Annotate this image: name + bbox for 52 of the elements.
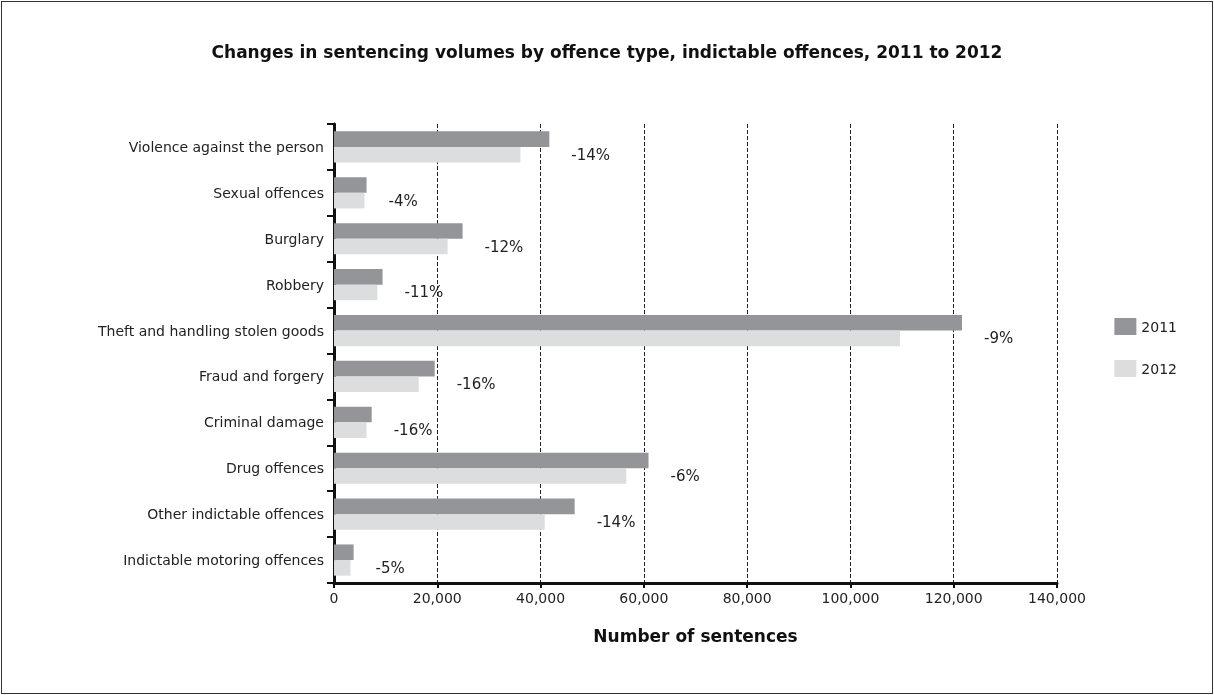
bar — [334, 544, 354, 561]
annotation: -14% — [596, 512, 636, 531]
annotation: -6% — [670, 467, 700, 486]
x-tick-label: 140,000 — [1028, 590, 1086, 606]
annotation: -14% — [571, 145, 611, 164]
bar — [334, 560, 351, 576]
y-tick-label: Fraud and forgery — [199, 368, 324, 385]
y-tick-label: Sexual offences — [213, 184, 324, 201]
bar — [334, 146, 521, 163]
y-tick-label: Other indictable offences — [147, 506, 324, 523]
bar — [334, 131, 550, 147]
bar — [334, 314, 962, 331]
bar — [334, 223, 463, 239]
x-axis-title: Number of sentences — [593, 625, 798, 646]
x-tick-label: 100,000 — [821, 590, 880, 606]
legend-label: 2012 — [1141, 360, 1178, 377]
annotation: -12% — [484, 237, 524, 256]
y-tick-label: Theft and handling stolen goods — [96, 322, 324, 339]
x-tick-label: 40,000 — [516, 590, 566, 606]
x-tick-label: 60,000 — [619, 590, 669, 606]
x-tick-label: 0 — [329, 590, 339, 606]
x-tick-label: 20,000 — [412, 590, 462, 606]
y-tick-label: Drug offences — [225, 460, 324, 477]
x-tick-label: 120,000 — [924, 590, 983, 606]
annotation: -4% — [388, 191, 418, 210]
bar — [334, 284, 378, 301]
bar — [334, 452, 649, 469]
bar — [334, 376, 419, 393]
bar — [334, 192, 365, 209]
bar — [334, 514, 545, 530]
chart-title: Changes in sentencing volumes by offence type, indictable offences, 2011 to 2012 — [211, 41, 1003, 62]
bar — [334, 360, 435, 377]
bar — [334, 177, 367, 193]
annotation: -9% — [983, 329, 1014, 348]
y-tick-label: Burglary — [264, 230, 324, 247]
y-tick-label: Violence against the person — [128, 138, 324, 155]
bar — [334, 238, 448, 255]
y-tick-label: Robbery — [265, 276, 324, 293]
bar — [334, 406, 372, 423]
y-tick-label: Criminal damage — [204, 414, 324, 431]
annotation: -11% — [404, 283, 444, 302]
y-tick-label: Indictable motoring offences — [123, 552, 324, 569]
bar — [334, 269, 383, 285]
x-tick-label: 80,000 — [722, 590, 772, 606]
annotation: -16% — [456, 375, 496, 394]
bar — [334, 422, 367, 438]
legend-label: 2011 — [1141, 318, 1178, 335]
annotation: -16% — [393, 421, 433, 440]
annotation: -5% — [375, 558, 405, 577]
bar — [334, 498, 575, 515]
bar — [334, 468, 627, 484]
bar — [334, 330, 901, 347]
